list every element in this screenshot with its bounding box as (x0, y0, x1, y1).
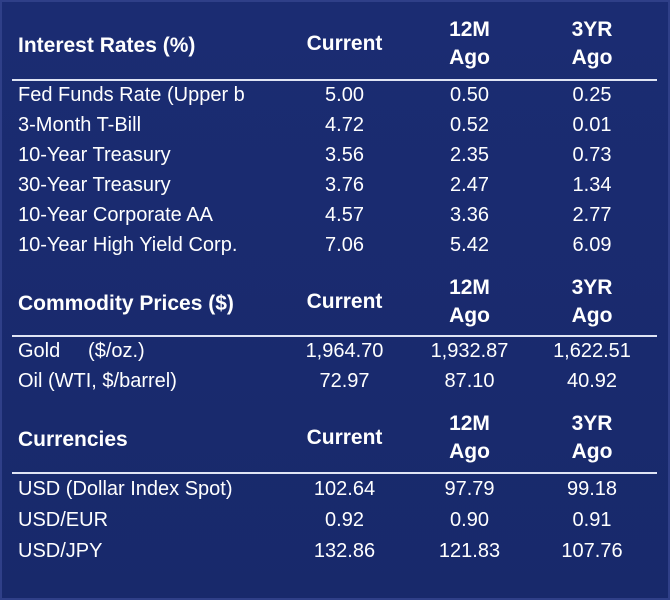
value-12m-ago: 5.42 (450, 234, 489, 256)
table-row: Fed Funds Rate (Upper b 5.00 0.50 0.25 (12, 84, 660, 114)
value-current: 3.76 (325, 174, 364, 196)
value-3yr-ago: 107.76 (561, 540, 623, 562)
value-12m-ago: 87.10 (444, 370, 495, 392)
value-3yr-ago: 0.01 (572, 114, 612, 136)
table-row: Oil (WTI, $/barrel) 72.97 87.10 40.92 (12, 370, 660, 400)
commodity-col-3yr: 3YR (571, 276, 613, 299)
value-current: 72.97 (319, 370, 370, 392)
commodity-col-12m: 12M (449, 276, 490, 299)
value-current: 0.92 (325, 509, 364, 531)
value-12m-ago: 3.36 (450, 204, 489, 226)
row-label: 10-Year High Yield Corp. (18, 234, 238, 256)
value-3yr-ago: 6.09 (572, 234, 612, 256)
row-label: Fed Funds Rate (Upper b (18, 84, 245, 106)
value-3yr-ago: 0.25 (572, 84, 612, 106)
commodity-col-3yr-ago: Ago (571, 304, 613, 327)
table-row: 3-Month T-Bill 4.72 0.52 0.01 (12, 114, 660, 144)
value-3yr-ago: 0.91 (572, 509, 612, 531)
currency-col-3yr: 3YR (571, 412, 613, 435)
currency-col-12m: 12M (449, 412, 490, 435)
interest-col-current: Current (306, 32, 383, 55)
row-label: Oil (WTI, $/barrel) (18, 370, 177, 392)
value-12m-ago: 0.90 (450, 509, 489, 531)
commodity-prices-divider (12, 335, 657, 337)
table-row: USD (Dollar Index Spot) 102.64 97.79 99.… (12, 478, 660, 508)
table-row: 10-Year Corporate AA 4.57 3.36 2.77 (12, 204, 660, 234)
currencies-divider (12, 472, 657, 474)
interest-col-12m-ago: Ago (449, 46, 490, 69)
value-current: 3.56 (325, 144, 364, 166)
currency-col-12m-ago: Ago (449, 440, 490, 463)
interest-rates-divider (12, 79, 657, 81)
interest-col-3yr-ago: Ago (571, 46, 613, 69)
interest-rates-title: Interest Rates (%) (18, 34, 196, 57)
row-label: 3-Month T-Bill (18, 114, 142, 136)
value-current: 4.72 (325, 114, 364, 136)
value-12m-ago: 97.79 (444, 478, 495, 500)
table-row: 10-Year Treasury 3.56 2.35 0.73 (12, 144, 660, 174)
commodity-prices-title: Commodity Prices ($) (18, 292, 234, 315)
value-3yr-ago: 0.73 (572, 144, 612, 166)
value-12m-ago: 0.52 (450, 114, 489, 136)
value-12m-ago: 1,932.87 (430, 340, 509, 362)
value-current: 7.06 (325, 234, 364, 256)
value-current: 4.57 (325, 204, 364, 226)
row-label: USD/EUR (18, 509, 109, 531)
currency-col-current: Current (306, 426, 383, 449)
value-3yr-ago: 99.18 (566, 478, 618, 500)
table-row: USD/JPY 132.86 121.83 107.76 (12, 540, 660, 570)
commodity-col-12m-ago: Ago (449, 304, 490, 327)
value-12m-ago: 2.35 (450, 144, 489, 166)
row-label: 30-Year Treasury (18, 174, 171, 196)
row-label: USD/JPY (18, 540, 103, 562)
row-label: USD (Dollar Index Spot) (18, 478, 233, 500)
table-row: Gold ($/oz.) 1,964.70 1,932.87 1,622.51 (12, 340, 660, 370)
commodity-col-current: Current (306, 290, 383, 313)
value-3yr-ago: 2.77 (572, 204, 612, 226)
value-current: 1,964.70 (305, 340, 384, 362)
value-12m-ago: 2.47 (450, 174, 489, 196)
row-label: 10-Year Treasury (18, 144, 171, 166)
value-3yr-ago: 40.92 (566, 370, 618, 392)
row-label: 10-Year Corporate AA (18, 204, 213, 226)
value-3yr-ago: 1,622.51 (553, 340, 631, 362)
value-current: 102.64 (313, 478, 376, 500)
currencies-title: Currencies (18, 428, 128, 451)
value-12m-ago: 0.50 (450, 84, 489, 106)
value-current: 132.86 (313, 540, 376, 562)
interest-col-3yr: 3YR (571, 18, 613, 41)
table-row: 10-Year High Yield Corp. 7.06 5.42 6.09 (12, 234, 660, 264)
value-current: 5.00 (325, 84, 364, 106)
value-3yr-ago: 1.34 (572, 174, 612, 196)
value-12m-ago: 121.83 (438, 540, 501, 562)
currency-col-3yr-ago: Ago (571, 440, 613, 463)
table-row: 30-Year Treasury 3.76 2.47 1.34 (12, 174, 660, 204)
row-label: Gold ($/oz.) (18, 340, 145, 362)
table-row: USD/EUR 0.92 0.90 0.91 (12, 509, 660, 539)
interest-col-12m: 12M (449, 18, 490, 41)
